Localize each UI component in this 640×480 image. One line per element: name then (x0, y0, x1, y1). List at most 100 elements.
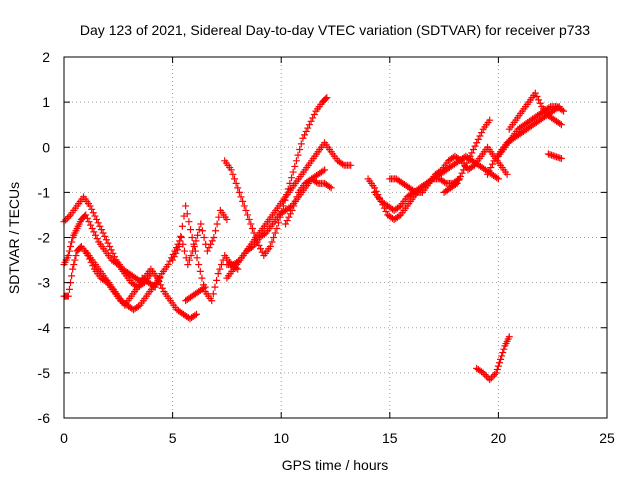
data-point (497, 355, 505, 363)
data-point (169, 256, 177, 264)
data-point (157, 281, 165, 289)
y-tick-label: -5 (38, 365, 51, 381)
data-point (164, 261, 172, 269)
data-point (474, 135, 482, 143)
data-point (491, 371, 499, 379)
data-point (493, 174, 501, 182)
data-point (177, 232, 185, 240)
x-tick-label: 15 (382, 430, 398, 446)
data-point (456, 173, 464, 181)
data-point (288, 206, 296, 214)
data-point (72, 252, 80, 260)
data-point (468, 149, 476, 157)
x-tick-label: 20 (491, 430, 507, 446)
data-point (247, 220, 255, 228)
data-point (290, 202, 298, 210)
data-point (456, 156, 464, 164)
data-point (216, 265, 224, 273)
data-point (240, 202, 248, 210)
data-point (466, 152, 474, 160)
data-point (382, 208, 390, 216)
data-point (556, 120, 564, 128)
data-point (205, 244, 213, 252)
data-point (91, 231, 99, 239)
data-point (85, 218, 93, 226)
data-point (181, 247, 189, 255)
x-tick-label: 25 (599, 430, 615, 446)
data-point (242, 206, 250, 214)
data-point (64, 252, 72, 260)
data-point (484, 170, 492, 178)
series-track-5 (138, 206, 231, 291)
series-track-15 (440, 116, 494, 196)
data-point (232, 179, 240, 187)
data-point (70, 261, 78, 269)
data-point (187, 252, 195, 260)
data-point (229, 170, 237, 178)
data-point (299, 134, 307, 142)
data-point (244, 211, 252, 219)
data-point (310, 111, 318, 119)
chart-title: Day 123 of 2021, Sidereal Day-to-day VTE… (80, 22, 590, 38)
data-point (175, 243, 183, 251)
data-point (208, 297, 216, 305)
data-point (268, 238, 276, 246)
y-tick-label: -4 (38, 320, 51, 336)
data-point (209, 290, 217, 298)
data-point (487, 164, 495, 172)
data-point (183, 210, 191, 218)
series-track-19 (544, 150, 565, 163)
data-point (248, 224, 256, 232)
series-track-20 (473, 333, 513, 384)
data-point (86, 202, 94, 210)
data-point (494, 362, 502, 370)
x-tick-label: 10 (273, 430, 289, 446)
data-point (455, 176, 463, 184)
data-point (200, 234, 208, 241)
data-point (65, 285, 73, 293)
data-point (291, 162, 299, 170)
data-point (188, 234, 196, 241)
data-point (65, 213, 73, 221)
data-point (469, 146, 477, 154)
data-point (104, 239, 112, 247)
data-point (156, 273, 164, 281)
data-point (395, 203, 403, 211)
data-point (410, 187, 418, 195)
data-point (339, 160, 347, 168)
data-point (476, 132, 484, 140)
data-point (282, 220, 290, 228)
x-tick-label: 0 (60, 430, 68, 446)
data-point (187, 226, 195, 234)
data-point (184, 261, 192, 269)
data-point (291, 197, 299, 205)
series-track-13 (371, 152, 502, 214)
data-point (63, 214, 71, 222)
data-point (68, 238, 76, 246)
data-point (458, 169, 466, 177)
data-point (182, 202, 190, 210)
data-point (473, 139, 481, 147)
data-point (294, 151, 302, 159)
data-point (545, 104, 553, 112)
y-tick-labels: -6 -5 -4 -3 -2 -1 0 1 2 (38, 49, 51, 426)
data-point (260, 230, 268, 238)
data-point (493, 365, 501, 373)
data-point (213, 276, 221, 284)
x-tick-labels: 0 5 10 15 20 25 (60, 430, 615, 446)
data-point (208, 237, 216, 245)
series-track-9 (223, 139, 355, 282)
data-point (288, 174, 296, 182)
data-point (113, 259, 121, 267)
data-point (535, 96, 543, 104)
data-point (292, 157, 300, 165)
data-point (62, 216, 70, 224)
data-point (307, 117, 315, 125)
data-point (211, 227, 219, 235)
data-point (531, 89, 539, 97)
y-tick-label: -1 (38, 184, 51, 200)
series-track-11 (282, 175, 335, 228)
data-point (536, 99, 544, 107)
data-point (239, 197, 247, 205)
data-point (158, 284, 166, 292)
